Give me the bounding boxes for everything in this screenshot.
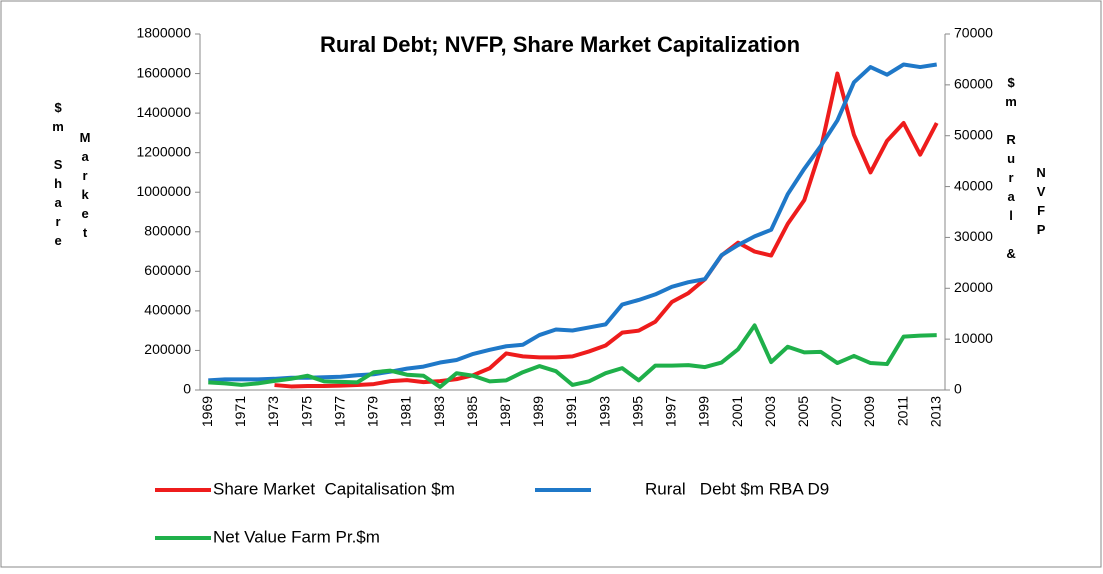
y-tick-label: 1000000 bbox=[136, 183, 191, 199]
x-tick-label: 1985 bbox=[464, 396, 480, 427]
y2-tick-label: 50000 bbox=[954, 126, 993, 142]
x-tick-label: 2005 bbox=[795, 396, 811, 427]
legend-label: Rural Debt $m RBA D9 bbox=[645, 479, 829, 498]
y2-tick-label: 60000 bbox=[954, 76, 993, 92]
series-line bbox=[274, 71, 939, 389]
y-tick-label: 400000 bbox=[144, 302, 191, 318]
y2-axis-label: $m Rural & bbox=[1004, 75, 1019, 265]
series-line bbox=[208, 62, 938, 383]
y-tick-label: 1800000 bbox=[136, 25, 191, 41]
x-tick-label: 1991 bbox=[563, 396, 579, 427]
chart-title: Rural Debt; NVFP, Share Market Capitaliz… bbox=[320, 32, 800, 57]
y-tick-label: 600000 bbox=[144, 262, 191, 278]
y-axis-label: $m Share bbox=[51, 100, 66, 252]
x-tick-label: 2009 bbox=[861, 396, 877, 427]
y-tick-label: 1200000 bbox=[136, 143, 191, 159]
y2-tick-label: 40000 bbox=[954, 177, 993, 193]
x-tick-label: 1989 bbox=[530, 396, 546, 427]
y2-tick-label: 30000 bbox=[954, 228, 993, 244]
y2-tick-label: 20000 bbox=[954, 279, 993, 295]
y-tick-label: 1600000 bbox=[136, 64, 191, 80]
y-tick-label: 1400000 bbox=[136, 104, 191, 120]
x-tick-label: 1971 bbox=[232, 396, 248, 427]
x-tick-label: 1995 bbox=[629, 396, 645, 427]
x-tick-label: 1973 bbox=[265, 396, 281, 427]
x-tick-label: 1983 bbox=[431, 396, 447, 427]
y2-axis-label: NVFP bbox=[1034, 165, 1049, 241]
x-tick-label: 1979 bbox=[365, 396, 381, 427]
x-tick-label: 2003 bbox=[762, 396, 778, 427]
x-tick-label: 1981 bbox=[398, 396, 414, 427]
series-line bbox=[208, 323, 937, 389]
x-tick-label: 2007 bbox=[828, 396, 844, 427]
x-tick-label: 1969 bbox=[199, 396, 215, 427]
x-tick-label: 1977 bbox=[331, 396, 347, 427]
x-tick-label: 1987 bbox=[497, 396, 513, 427]
legend-label: Share Market Capitalisation $m bbox=[213, 479, 455, 498]
y2-tick-label: 10000 bbox=[954, 330, 993, 346]
y-axis-label: Market bbox=[78, 130, 93, 244]
y2-tick-label: 0 bbox=[954, 381, 962, 397]
y-tick-label: 200000 bbox=[144, 341, 191, 357]
legend-label: Net Value Farm Pr.$m bbox=[213, 527, 380, 546]
x-tick-label: 1997 bbox=[663, 396, 679, 427]
x-tick-label: 1993 bbox=[596, 396, 612, 427]
x-tick-label: 1999 bbox=[696, 396, 712, 427]
y-tick-label: 0 bbox=[183, 381, 191, 397]
x-tick-label: 2013 bbox=[927, 396, 943, 427]
x-tick-label: 2001 bbox=[729, 396, 745, 427]
x-tick-label: 2011 bbox=[894, 396, 910, 426]
x-tick-label: 1975 bbox=[298, 396, 314, 427]
y2-tick-label: 70000 bbox=[954, 25, 993, 41]
y-tick-label: 800000 bbox=[144, 222, 191, 238]
